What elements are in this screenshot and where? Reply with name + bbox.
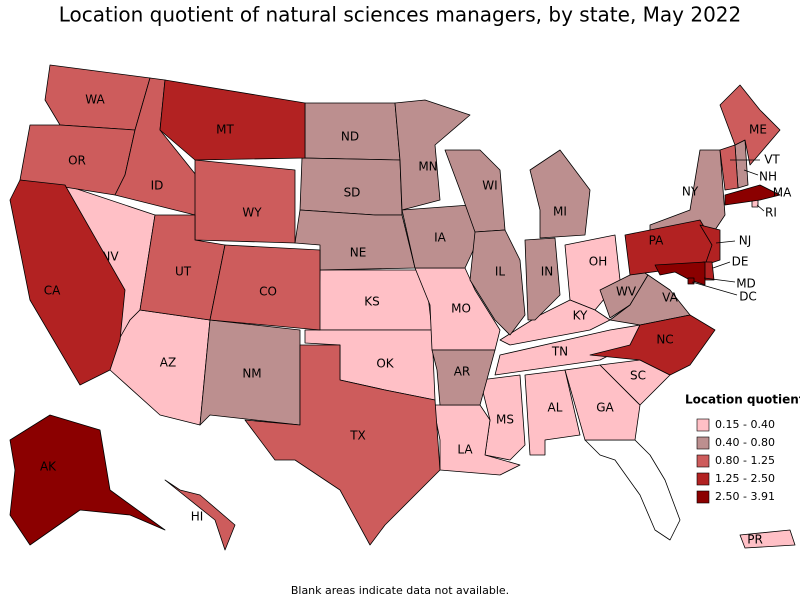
state-label: KY (573, 309, 588, 323)
state-label: AL (548, 401, 563, 415)
state (739, 529, 796, 549)
state-label: SD (344, 186, 361, 200)
state (209, 244, 321, 331)
state (589, 314, 716, 376)
state-label: WV (616, 285, 637, 299)
state-label: OR (68, 154, 86, 168)
state (687, 277, 695, 285)
legend-swatch (696, 490, 710, 504)
legend-label: 0.40 - 0.80 (715, 436, 775, 449)
state-label: ID (151, 179, 164, 193)
state (529, 149, 591, 239)
state-label: NJ (739, 234, 752, 248)
state-label: NH (759, 170, 777, 184)
legend-label: 0.80 - 1.25 (715, 454, 775, 467)
state-label: VT (764, 153, 780, 167)
state-label: MS (496, 413, 514, 427)
state (724, 184, 781, 206)
state (401, 204, 479, 269)
legend: Location quotient 0.15 - 0.40 0.40 - 0.80… (685, 393, 800, 504)
state-label: WI (482, 179, 497, 193)
state-label: WA (85, 93, 105, 107)
legend-title: Location quotient (685, 393, 800, 407)
leader-line (703, 277, 736, 283)
state-label: IA (434, 231, 447, 245)
leader-line (756, 204, 765, 212)
state-label: LA (457, 443, 473, 457)
state (524, 237, 561, 321)
state-label: GA (596, 401, 614, 415)
state-label: NY (682, 185, 699, 199)
state (654, 261, 706, 286)
legend-label: 1.25 - 2.50 (715, 472, 775, 485)
state-label: ME (749, 123, 767, 137)
florida-blank (584, 439, 681, 541)
state-label: MO (451, 302, 471, 316)
legend-label: 2.50 - 3.91 (715, 490, 775, 503)
state-label: KS (364, 295, 380, 309)
state (431, 349, 496, 406)
state (414, 267, 501, 351)
state-label: NE (350, 246, 367, 260)
state (394, 99, 471, 211)
state-label: PR (747, 533, 763, 547)
state-label: AR (454, 365, 471, 379)
footnote: Blank areas indicate data not available. (291, 584, 509, 597)
state (719, 144, 739, 191)
state (564, 364, 641, 441)
state-label: SC (630, 369, 646, 383)
state-label: PA (649, 234, 664, 248)
state-label: MD (736, 277, 756, 291)
state-label: MN (418, 160, 437, 174)
state-label: TX (349, 429, 366, 443)
state-label: RI (765, 206, 777, 220)
state-label: IL (495, 265, 506, 279)
state-label: TN (551, 345, 568, 359)
state (194, 159, 296, 244)
leader-line (715, 240, 736, 244)
state-label: HI (191, 510, 204, 524)
state-label: IN (541, 265, 554, 279)
state-label: NC (656, 333, 673, 347)
state-label: NM (242, 367, 261, 381)
state (469, 229, 526, 336)
legend-swatch (696, 454, 710, 468)
state-label: AK (40, 460, 57, 474)
state (9, 179, 126, 386)
leader-line (712, 261, 731, 269)
state (499, 299, 611, 346)
legend-label: 0.15 - 0.40 (715, 418, 775, 431)
state (199, 319, 301, 426)
state-label: MA (773, 186, 792, 200)
state-label: DE (732, 255, 749, 269)
leader-line (691, 281, 738, 296)
state-label: UT (175, 265, 192, 279)
state (699, 224, 721, 266)
state (159, 79, 306, 161)
state-label: MI (553, 205, 567, 219)
state-label: DC (739, 290, 757, 304)
map-title: Location quotient of natural sciences ma… (59, 3, 742, 27)
state (432, 404, 521, 476)
legend-swatch (696, 436, 710, 450)
state (9, 414, 166, 546)
state-label: OK (376, 357, 394, 371)
state-label: CA (44, 284, 61, 298)
state-label: CO (259, 285, 277, 299)
state (244, 344, 441, 546)
state-label: MT (216, 123, 234, 137)
state-label: WY (242, 206, 262, 220)
state-label: OH (589, 255, 607, 269)
leader-line (743, 169, 759, 176)
legend-swatch (696, 472, 710, 486)
state-label: AZ (160, 356, 176, 370)
state (164, 479, 236, 551)
state-label: VA (662, 291, 678, 305)
legend-swatch (696, 418, 710, 432)
state (294, 209, 416, 271)
state-label: ND (341, 130, 359, 144)
